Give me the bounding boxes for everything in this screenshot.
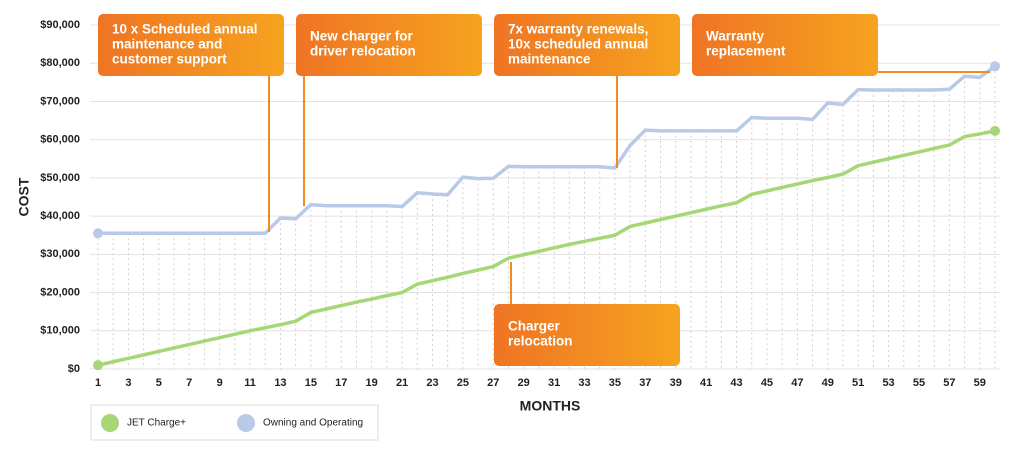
x-tick-label: 43 xyxy=(730,377,742,389)
x-tick-label: 15 xyxy=(305,377,317,389)
x-tick-label: 27 xyxy=(487,377,499,389)
x-tick-label: 57 xyxy=(943,377,955,389)
x-tick-label: 9 xyxy=(217,377,223,389)
annotation-box xyxy=(98,14,284,76)
annotation-box xyxy=(494,304,680,366)
annotation-text: New charger for xyxy=(310,29,414,44)
y-tick-label: $40,000 xyxy=(40,210,80,222)
annotation-box xyxy=(494,14,680,76)
legend-label: JET Charge+ xyxy=(127,418,186,429)
annotation-text: driver relocation xyxy=(310,44,416,59)
x-tick-label: 1 xyxy=(95,377,101,389)
endpoint-dot xyxy=(93,228,103,239)
x-tick-label: 23 xyxy=(426,377,438,389)
annotation-text: 10x scheduled annual xyxy=(508,37,648,52)
y-tick-label: $60,000 xyxy=(40,134,80,146)
y-tick-label: $0 xyxy=(68,363,80,375)
x-tick-label: 29 xyxy=(518,377,530,389)
annotation-text: replacement xyxy=(706,44,786,59)
x-tick-label: 17 xyxy=(335,377,347,389)
y-tick-label: $30,000 xyxy=(40,248,80,260)
x-tick-label: 59 xyxy=(974,377,986,389)
x-axis-label: MONTHS xyxy=(520,398,581,414)
x-tick-label: 49 xyxy=(822,377,834,389)
series-line xyxy=(98,64,997,236)
annotation-box xyxy=(296,14,482,76)
endpoint-dot xyxy=(93,360,103,371)
x-tick-label: 19 xyxy=(366,377,378,389)
x-tick-label: 7 xyxy=(186,377,192,389)
x-tick-label: 35 xyxy=(609,377,621,389)
legend-marker xyxy=(237,414,255,432)
annotation-text: customer support xyxy=(112,52,227,67)
y-tick-label: $80,000 xyxy=(40,57,80,69)
x-tick-label: 55 xyxy=(913,377,925,389)
x-tick-label: 51 xyxy=(852,377,864,389)
legend xyxy=(90,404,379,441)
x-tick-label: 39 xyxy=(670,377,682,389)
x-tick-label: 25 xyxy=(457,377,469,389)
endpoint-dot xyxy=(990,125,1000,136)
y-tick-label: $10,000 xyxy=(40,325,80,337)
x-tick-label: 37 xyxy=(639,377,651,389)
x-tick-label: 45 xyxy=(761,377,773,389)
series-line xyxy=(97,129,996,367)
x-tick-label: 41 xyxy=(700,377,712,389)
annotation-text: Warranty xyxy=(706,29,765,44)
annotation-box xyxy=(692,14,878,76)
x-tick-label: 3 xyxy=(125,377,131,389)
annotation-text: 7x warranty renewals, xyxy=(508,22,648,37)
y-tick-label: $50,000 xyxy=(40,172,80,184)
annotation-text: maintenance and xyxy=(112,37,222,52)
x-tick-label: 47 xyxy=(791,377,803,389)
y-tick-label: $20,000 xyxy=(40,286,80,298)
x-tick-label: 11 xyxy=(244,377,256,389)
y-tick-label: $70,000 xyxy=(40,95,80,107)
annotation-text: relocation xyxy=(508,334,573,349)
legend-label: Owning and Operating xyxy=(263,418,363,429)
x-tick-label: 5 xyxy=(156,377,162,389)
annotation-text: 10 x Scheduled annual xyxy=(112,22,258,37)
x-tick-label: 13 xyxy=(274,377,286,389)
x-tick-label: 53 xyxy=(882,377,894,389)
annotation-text: maintenance xyxy=(508,52,591,67)
y-axis-label: COST xyxy=(16,177,32,216)
x-tick-label: 33 xyxy=(578,377,590,389)
legend-marker xyxy=(101,414,119,432)
y-tick-label: $90,000 xyxy=(40,19,80,31)
x-tick-label: 31 xyxy=(548,377,560,389)
annotation-text: Charger xyxy=(508,319,561,334)
x-tick-label: 21 xyxy=(396,377,408,389)
endpoint-dot xyxy=(990,61,1000,72)
